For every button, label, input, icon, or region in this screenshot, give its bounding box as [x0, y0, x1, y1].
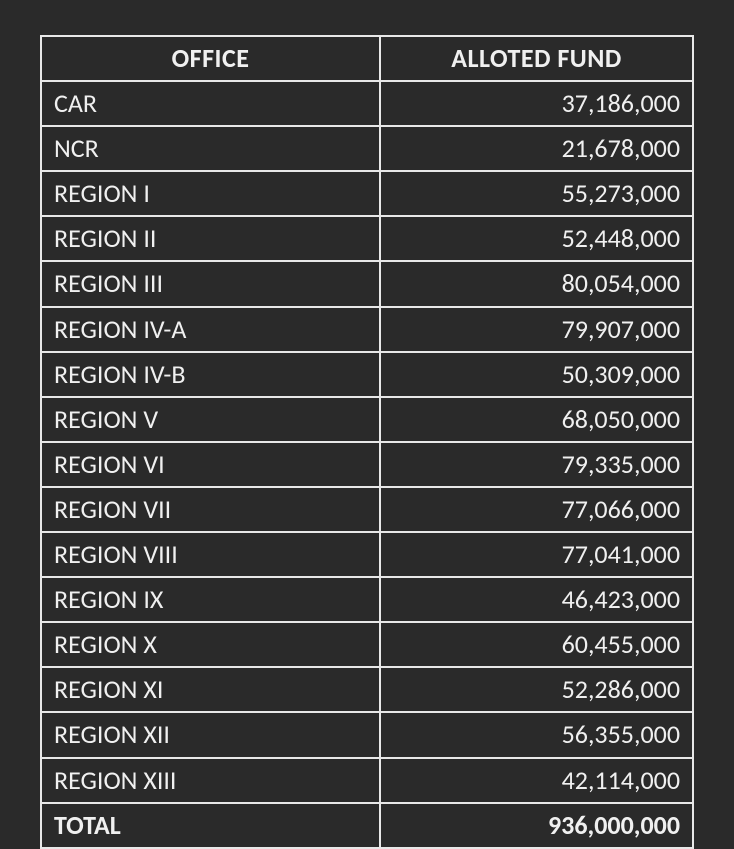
table-row: REGION IV-B50,309,000: [41, 352, 693, 397]
table-row: REGION VIII77,041,000: [41, 532, 693, 577]
table-total-row: TOTAL936,000,000: [41, 803, 693, 848]
fund-cell: 79,907,000: [380, 307, 693, 352]
office-cell: REGION X: [41, 622, 380, 667]
fund-cell: 52,286,000: [380, 667, 693, 712]
fund-cell: 68,050,000: [380, 397, 693, 442]
fund-cell: 46,423,000: [380, 577, 693, 622]
fund-cell: 42,114,000: [380, 758, 693, 803]
table-row: NCR21,678,000: [41, 126, 693, 171]
table-body: CAR37,186,000 NCR21,678,000 REGION I55,2…: [41, 81, 693, 848]
table-row: REGION III80,054,000: [41, 261, 693, 306]
table-row: REGION II52,448,000: [41, 216, 693, 261]
fund-cell: 52,448,000: [380, 216, 693, 261]
fund-cell: 50,309,000: [380, 352, 693, 397]
fund-cell: 21,678,000: [380, 126, 693, 171]
table-row: REGION IX46,423,000: [41, 577, 693, 622]
col-header-office: OFFICE: [41, 36, 380, 81]
office-cell: REGION IV-B: [41, 352, 380, 397]
office-cell: REGION V: [41, 397, 380, 442]
col-header-fund: ALLOTED FUND: [380, 36, 693, 81]
table-row: REGION XIII42,114,000: [41, 758, 693, 803]
table-row: REGION V68,050,000: [41, 397, 693, 442]
office-cell: REGION IV-A: [41, 307, 380, 352]
fund-allocation-table: OFFICE ALLOTED FUND CAR37,186,000 NCR21,…: [40, 35, 694, 849]
table-row: REGION VII77,066,000: [41, 487, 693, 532]
office-cell: REGION XII: [41, 712, 380, 757]
fund-cell: 60,455,000: [380, 622, 693, 667]
office-cell: CAR: [41, 81, 380, 126]
office-cell: REGION VII: [41, 487, 380, 532]
fund-cell: 79,335,000: [380, 442, 693, 487]
office-cell: REGION XI: [41, 667, 380, 712]
office-cell: NCR: [41, 126, 380, 171]
table-row: REGION X60,455,000: [41, 622, 693, 667]
office-cell: REGION I: [41, 171, 380, 216]
fund-cell: 56,355,000: [380, 712, 693, 757]
office-cell: REGION III: [41, 261, 380, 306]
table-header-row: OFFICE ALLOTED FUND: [41, 36, 693, 81]
table-row: REGION XI52,286,000: [41, 667, 693, 712]
office-cell: REGION IX: [41, 577, 380, 622]
table-row: REGION IV-A79,907,000: [41, 307, 693, 352]
table-row: REGION XII56,355,000: [41, 712, 693, 757]
table-row: CAR37,186,000: [41, 81, 693, 126]
office-cell: REGION VIII: [41, 532, 380, 577]
table-row: REGION VI79,335,000: [41, 442, 693, 487]
total-fund-cell: 936,000,000: [380, 803, 693, 848]
office-cell: REGION VI: [41, 442, 380, 487]
table-row: REGION I55,273,000: [41, 171, 693, 216]
fund-cell: 55,273,000: [380, 171, 693, 216]
fund-cell: 37,186,000: [380, 81, 693, 126]
fund-cell: 80,054,000: [380, 261, 693, 306]
office-cell: REGION II: [41, 216, 380, 261]
fund-cell: 77,066,000: [380, 487, 693, 532]
office-cell: REGION XIII: [41, 758, 380, 803]
fund-cell: 77,041,000: [380, 532, 693, 577]
total-label-cell: TOTAL: [41, 803, 380, 848]
